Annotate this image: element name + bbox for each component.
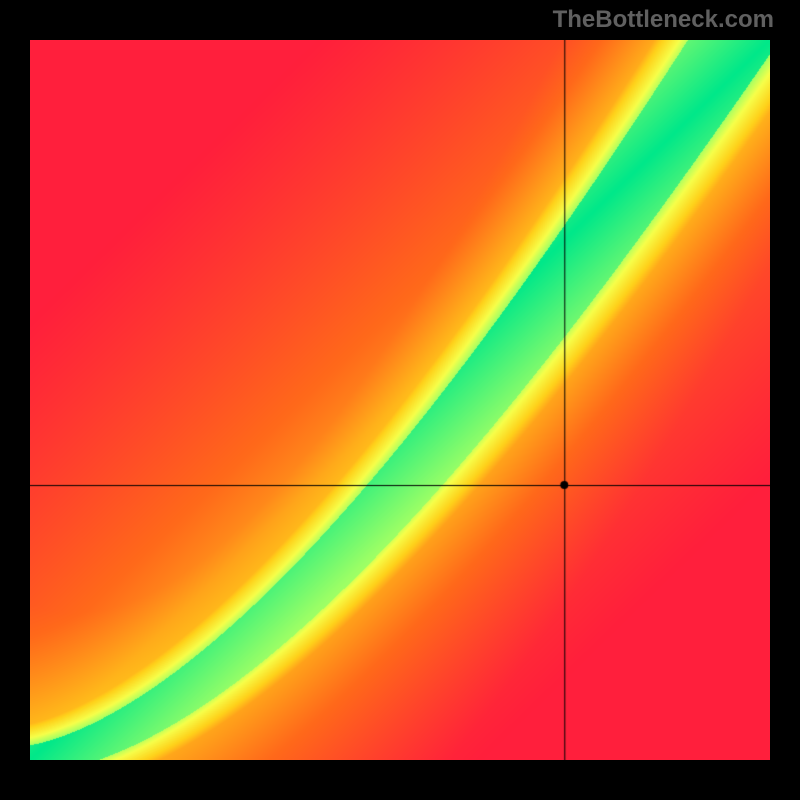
heatmap-panel bbox=[30, 40, 770, 760]
heatmap-canvas bbox=[30, 40, 770, 760]
chart-container: TheBottleneck.com bbox=[0, 0, 800, 800]
watermark-text: TheBottleneck.com bbox=[553, 6, 774, 34]
